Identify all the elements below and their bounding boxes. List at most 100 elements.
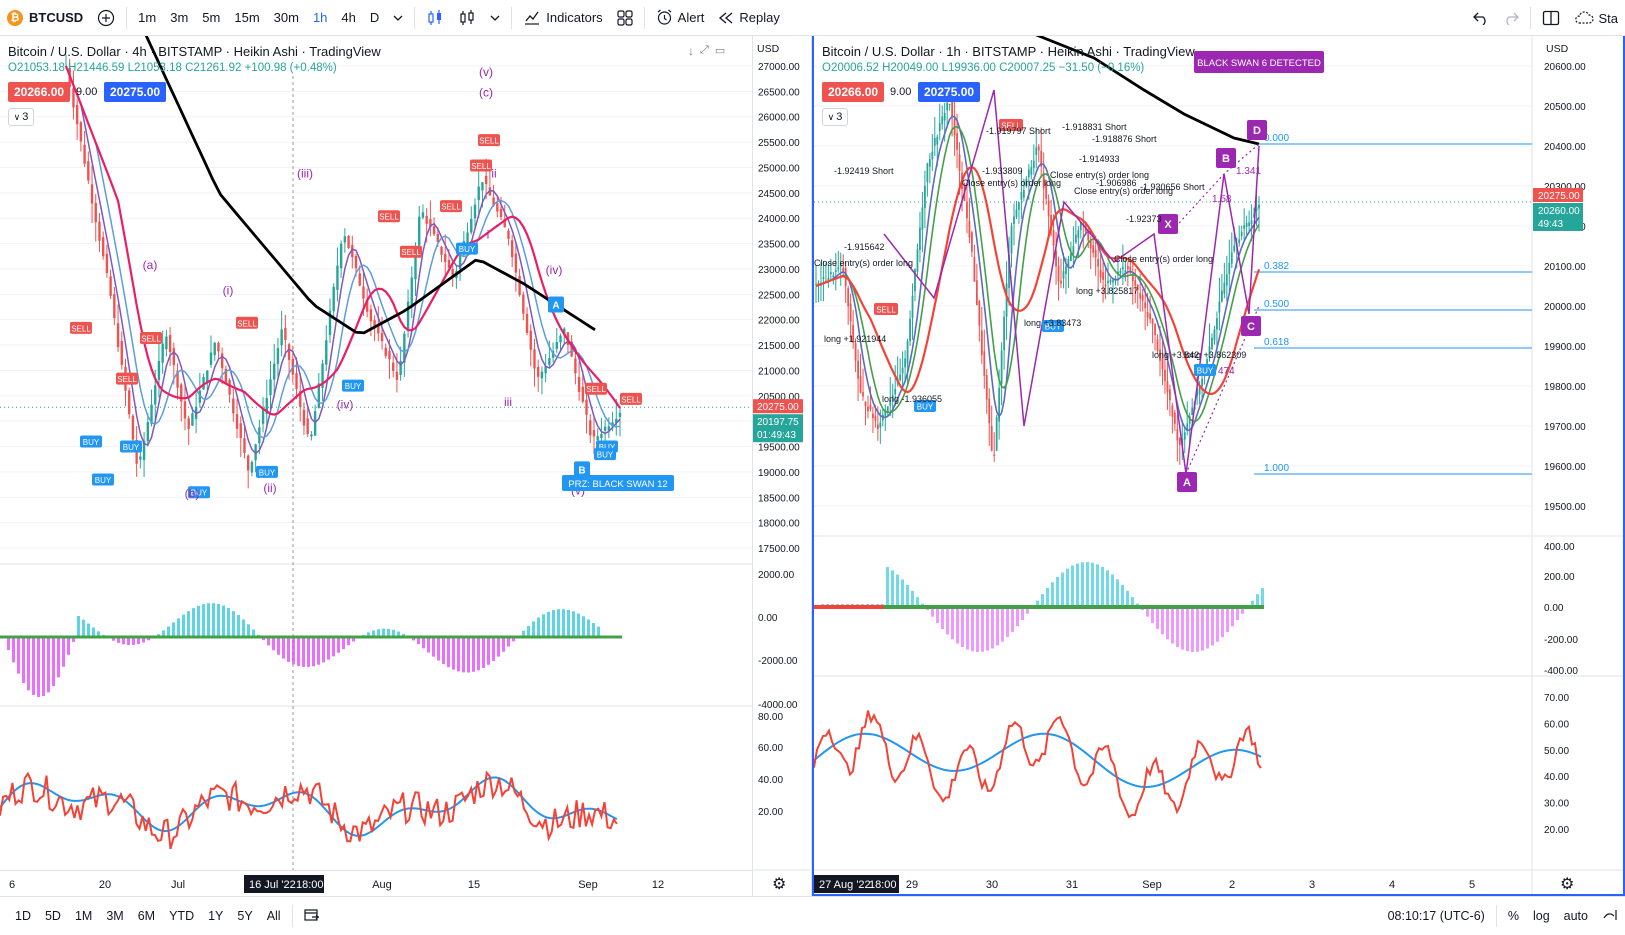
- arrow-down-icon[interactable]: ↓: [688, 44, 694, 58]
- candle-body: [1198, 386, 1201, 395]
- interval-d[interactable]: D: [369, 10, 380, 25]
- candle-body: [1248, 222, 1251, 227]
- oscillator-bar: [961, 607, 964, 647]
- indicator-collapse-toggle[interactable]: ∨ 3: [8, 108, 34, 126]
- left-date-axis[interactable]: [0, 870, 752, 896]
- percent-toggle[interactable]: %: [1507, 909, 1519, 923]
- clock-time[interactable]: 08:10:17 (UTC-6): [1387, 909, 1485, 923]
- undo-button[interactable]: [1466, 4, 1496, 32]
- interval-4h[interactable]: 4h: [341, 10, 356, 25]
- strategy-annotation: long +3.862309: [1184, 350, 1246, 360]
- candle-body: [1025, 178, 1028, 187]
- right-currency-label[interactable]: USD: [1546, 43, 1569, 55]
- symbol-search[interactable]: ₿ BTCUSD: [0, 4, 90, 32]
- left-chart-panel[interactable]: SELL SELL SELL SELL SELL SELL SELL SELL SELL SELL…: [0, 36, 752, 896]
- oscillator-bar: [502, 637, 505, 652]
- range-6m[interactable]: 6M: [137, 909, 156, 923]
- interval-15m[interactable]: 15m: [234, 10, 260, 25]
- range-1y[interactable]: 1Y: [208, 909, 224, 923]
- oscillator-bar: [122, 637, 125, 645]
- oscillator-bar: [1016, 607, 1019, 627]
- candle-body: [589, 420, 592, 436]
- window-icon[interactable]: ▭: [714, 45, 726, 57]
- layout-button[interactable]: [1535, 4, 1567, 32]
- candle-body: [243, 438, 246, 453]
- goto-date-button[interactable]: [297, 908, 327, 925]
- candle-body: [440, 246, 443, 255]
- range-3m[interactable]: 3M: [106, 909, 124, 923]
- right-chart-canvas[interactable]: 20600.0020500.0020400.0020300.0020200.00…: [814, 36, 1623, 896]
- prz-label: PRZ: BLACK SWAN 12: [568, 479, 667, 490]
- interval-30m[interactable]: 30m: [273, 10, 299, 25]
- interval-1h[interactable]: 1h: [312, 10, 328, 25]
- chart-type-dropdown[interactable]: [483, 4, 507, 32]
- interval-dropdown[interactable]: [386, 4, 410, 32]
- buy-price-button[interactable]: 20275.00: [918, 82, 981, 102]
- candle-body: [951, 100, 954, 117]
- buy-price-button[interactable]: 20275.00: [104, 82, 167, 102]
- candle-body: [131, 415, 135, 440]
- templates-button[interactable]: [610, 4, 640, 32]
- save-button[interactable]: Sta: [1567, 4, 1625, 32]
- range-1d[interactable]: 1D: [15, 909, 31, 923]
- countdown-text: 01:49:43: [757, 430, 796, 441]
- sell-price-button[interactable]: 20266.00: [822, 82, 885, 102]
- oscillator-bar: [986, 607, 989, 651]
- price-tick-label: 19000.00: [758, 468, 800, 479]
- pattern-point-badge: [1158, 214, 1178, 234]
- candle-type-button[interactable]: [419, 4, 451, 32]
- scroll-to-realtime-button[interactable]: [1595, 908, 1625, 925]
- right-settings-gear-icon[interactable]: ⚙: [1560, 876, 1575, 893]
- candle-body: [1136, 284, 1139, 291]
- indicator-collapse-toggle[interactable]: ∨ 3: [822, 108, 848, 126]
- strategy-annotation: long -1.936055: [882, 394, 942, 404]
- candle-body: [191, 413, 194, 426]
- redo-button[interactable]: [1496, 4, 1526, 32]
- interval-1m[interactable]: 1m: [138, 10, 157, 25]
- bars-type-button[interactable]: [451, 4, 483, 32]
- candle-body: [388, 351, 391, 360]
- range-5d[interactable]: 5D: [44, 909, 61, 923]
- split-layout-icon: [1543, 10, 1560, 26]
- oscillator-bar: [267, 637, 270, 646]
- oscillator-bar: [991, 607, 994, 649]
- range-all[interactable]: All: [266, 909, 281, 923]
- candle-body: [139, 456, 142, 460]
- left-price-axis-column[interactable]: 27000.00 26500.00 26000.00 25500.00 25000.00…: [752, 36, 812, 896]
- oscillator-bar: [347, 637, 350, 646]
- compare-button[interactable]: [90, 4, 122, 32]
- wave-label: (ii): [263, 481, 276, 495]
- oscillator-bar: [976, 607, 979, 652]
- right-chart-panel[interactable]: 20600.0020500.0020400.0020300.0020200.00…: [812, 36, 1625, 896]
- candle-body: [968, 220, 971, 238]
- alert-button[interactable]: Alert: [649, 4, 712, 32]
- log-toggle[interactable]: log: [1532, 909, 1550, 923]
- left-settings-gear-icon[interactable]: ⚙: [772, 876, 787, 893]
- sell-signal-label: SELL: [141, 334, 161, 343]
- candle-body: [1087, 232, 1090, 241]
- buy-signal-badge: [256, 465, 278, 478]
- top-toolbar: ₿ BTCUSD 1m 3m 5m 15m 30m 1h 4h D Indica…: [0, 0, 1625, 36]
- strategy-annotation: -1.906986: [1096, 178, 1137, 188]
- candle-body: [146, 422, 149, 442]
- range-ytd[interactable]: YTD: [169, 909, 195, 923]
- oscillator-bar: [1236, 607, 1239, 621]
- maximize-icon[interactable]: ⤢: [700, 44, 709, 56]
- left-currency-label[interactable]: USD: [757, 43, 780, 55]
- range-1m[interactable]: 1M: [74, 909, 93, 923]
- oscillator-bar: [557, 609, 560, 637]
- interval-3m[interactable]: 3m: [170, 10, 189, 25]
- auto-toggle[interactable]: auto: [1563, 909, 1588, 923]
- sell-price-button[interactable]: 20266.00: [8, 82, 71, 102]
- replay-button[interactable]: Replay: [711, 4, 786, 32]
- candle-body: [220, 353, 224, 369]
- oscillator-bar: [377, 629, 380, 637]
- interval-5m[interactable]: 5m: [202, 10, 221, 25]
- candle-body: [1171, 405, 1174, 417]
- indicators-button[interactable]: Indicators: [516, 4, 609, 32]
- oscillator-bar: [367, 632, 370, 637]
- ma-slow-line: [815, 166, 1261, 396]
- range-5y[interactable]: 5Y: [237, 909, 253, 923]
- left-chart-canvas[interactable]: SELL SELL SELL SELL SELL SELL SELL SELL SELL SELL…: [0, 36, 752, 896]
- candle-body: [1161, 358, 1164, 370]
